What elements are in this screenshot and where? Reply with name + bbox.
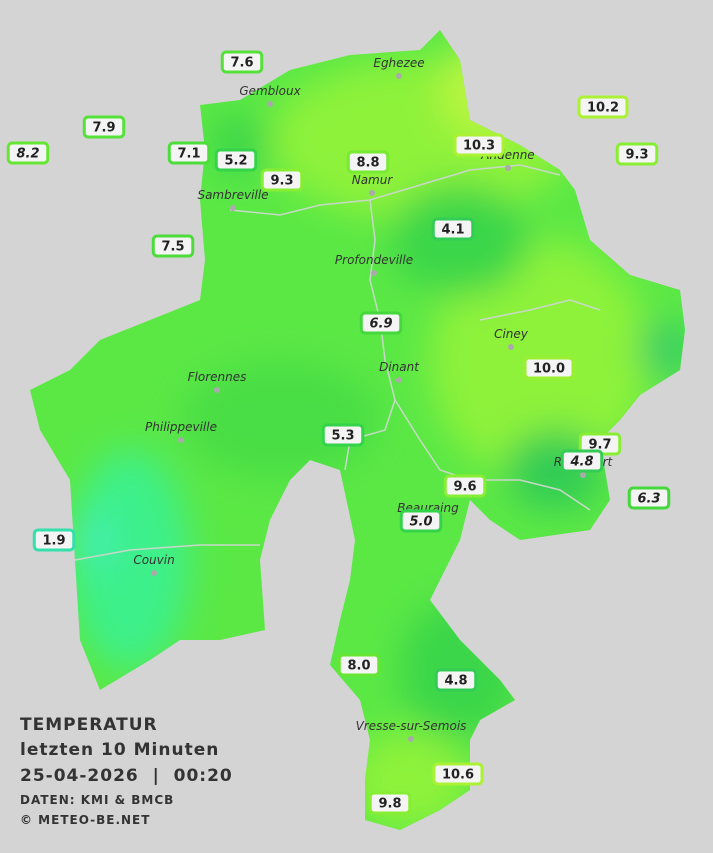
station-value: 9.8 [378, 797, 401, 812]
station-value: 10.0 [533, 362, 565, 377]
station-value: 5.3 [331, 429, 354, 444]
station-value: 8.2 [16, 147, 39, 162]
town-label: Vresse-sur-Semois [356, 719, 467, 733]
station-value: 10.3 [463, 139, 495, 154]
town-dot [369, 190, 375, 196]
town-dot [214, 387, 220, 393]
town-dot [151, 570, 157, 576]
towns: EghezeeGemblouxAndenneNamurSambrevillePr… [133, 56, 614, 742]
town-dot [396, 73, 402, 79]
station-value: 5.2 [224, 154, 247, 169]
town-label: Couvin [133, 553, 174, 567]
station-box [214, 148, 258, 172]
station-box [443, 474, 487, 498]
station-value: 4.1 [441, 223, 464, 238]
station-value: 9.6 [453, 480, 476, 495]
station-value: 4.8 [444, 674, 467, 689]
station-box [577, 95, 629, 119]
station-box [151, 234, 195, 258]
town-dot [408, 736, 414, 742]
town-dot [580, 472, 586, 478]
station-box [359, 311, 403, 335]
town-label: Profondeville [335, 253, 413, 267]
station-value: 7.5 [161, 240, 184, 255]
station-value: 6.9 [369, 317, 392, 332]
town-dot [230, 205, 236, 211]
station-value: 9.3 [270, 174, 293, 189]
town-dot [267, 101, 273, 107]
station-value: 10.6 [442, 768, 474, 783]
legend: TEMPERATUR letzten 10 Minuten 25-04-2026… [20, 715, 233, 827]
station-box [260, 168, 304, 192]
station-value: 1.9 [42, 534, 65, 549]
station-box [368, 791, 412, 815]
town-label: Gembloux [239, 84, 301, 98]
town-label: Dinant [379, 360, 420, 374]
station-box [337, 653, 381, 677]
town-dot [508, 344, 514, 350]
station-value: 10.2 [587, 101, 619, 116]
town-label: Eghezee [373, 56, 424, 70]
town-dot [396, 377, 402, 383]
town-label: Ciney [494, 327, 529, 341]
station-value: 6.3 [637, 492, 660, 507]
station-box [399, 509, 443, 533]
station-value: 5.0 [409, 515, 432, 530]
station-value: 9.3 [625, 148, 648, 163]
station-box [346, 150, 390, 174]
station-box [167, 141, 211, 165]
town-label: Florennes [188, 370, 247, 384]
town-label: Sambreville [197, 188, 268, 202]
station-box [453, 133, 505, 157]
town-dot [505, 165, 511, 171]
legend-subtitle: letzten 10 Minuten [20, 740, 219, 760]
stations: 7.6 7.9 8.2 7.1 5.2 9.3 8.8 10.3 10.2 9.3 4.1 7.5 6.… [6, 50, 671, 815]
station-box [220, 50, 264, 74]
station-box [32, 528, 76, 552]
town-label: Namur [352, 173, 394, 187]
station-box [523, 356, 575, 380]
station-box [432, 762, 484, 786]
station-box [6, 141, 50, 165]
town-dot [178, 437, 184, 443]
station-value: 8.0 [347, 659, 370, 674]
legend-source: DATEN: KMI & BMCB [20, 793, 174, 807]
station-value: 7.6 [230, 56, 253, 71]
station-box [82, 115, 126, 139]
station-value: 4.8 [569, 455, 593, 470]
town-label: Philippeville [145, 420, 217, 434]
town-dot [371, 270, 377, 276]
station-box [434, 668, 478, 692]
legend-datetime: 25-04-2026 | 00:20 [20, 766, 233, 786]
legend-copyright: © METEO-BE.NET [20, 813, 150, 827]
station-value: 9.7 [588, 438, 611, 453]
station-value: 8.8 [356, 156, 379, 171]
station-box [560, 449, 604, 473]
legend-title: TEMPERATUR [20, 715, 158, 735]
station-box [321, 423, 365, 447]
station-box [615, 142, 659, 166]
station-box [627, 486, 671, 510]
station-box [431, 217, 475, 241]
station-value: 7.9 [92, 121, 115, 136]
station-value: 7.1 [177, 147, 200, 162]
